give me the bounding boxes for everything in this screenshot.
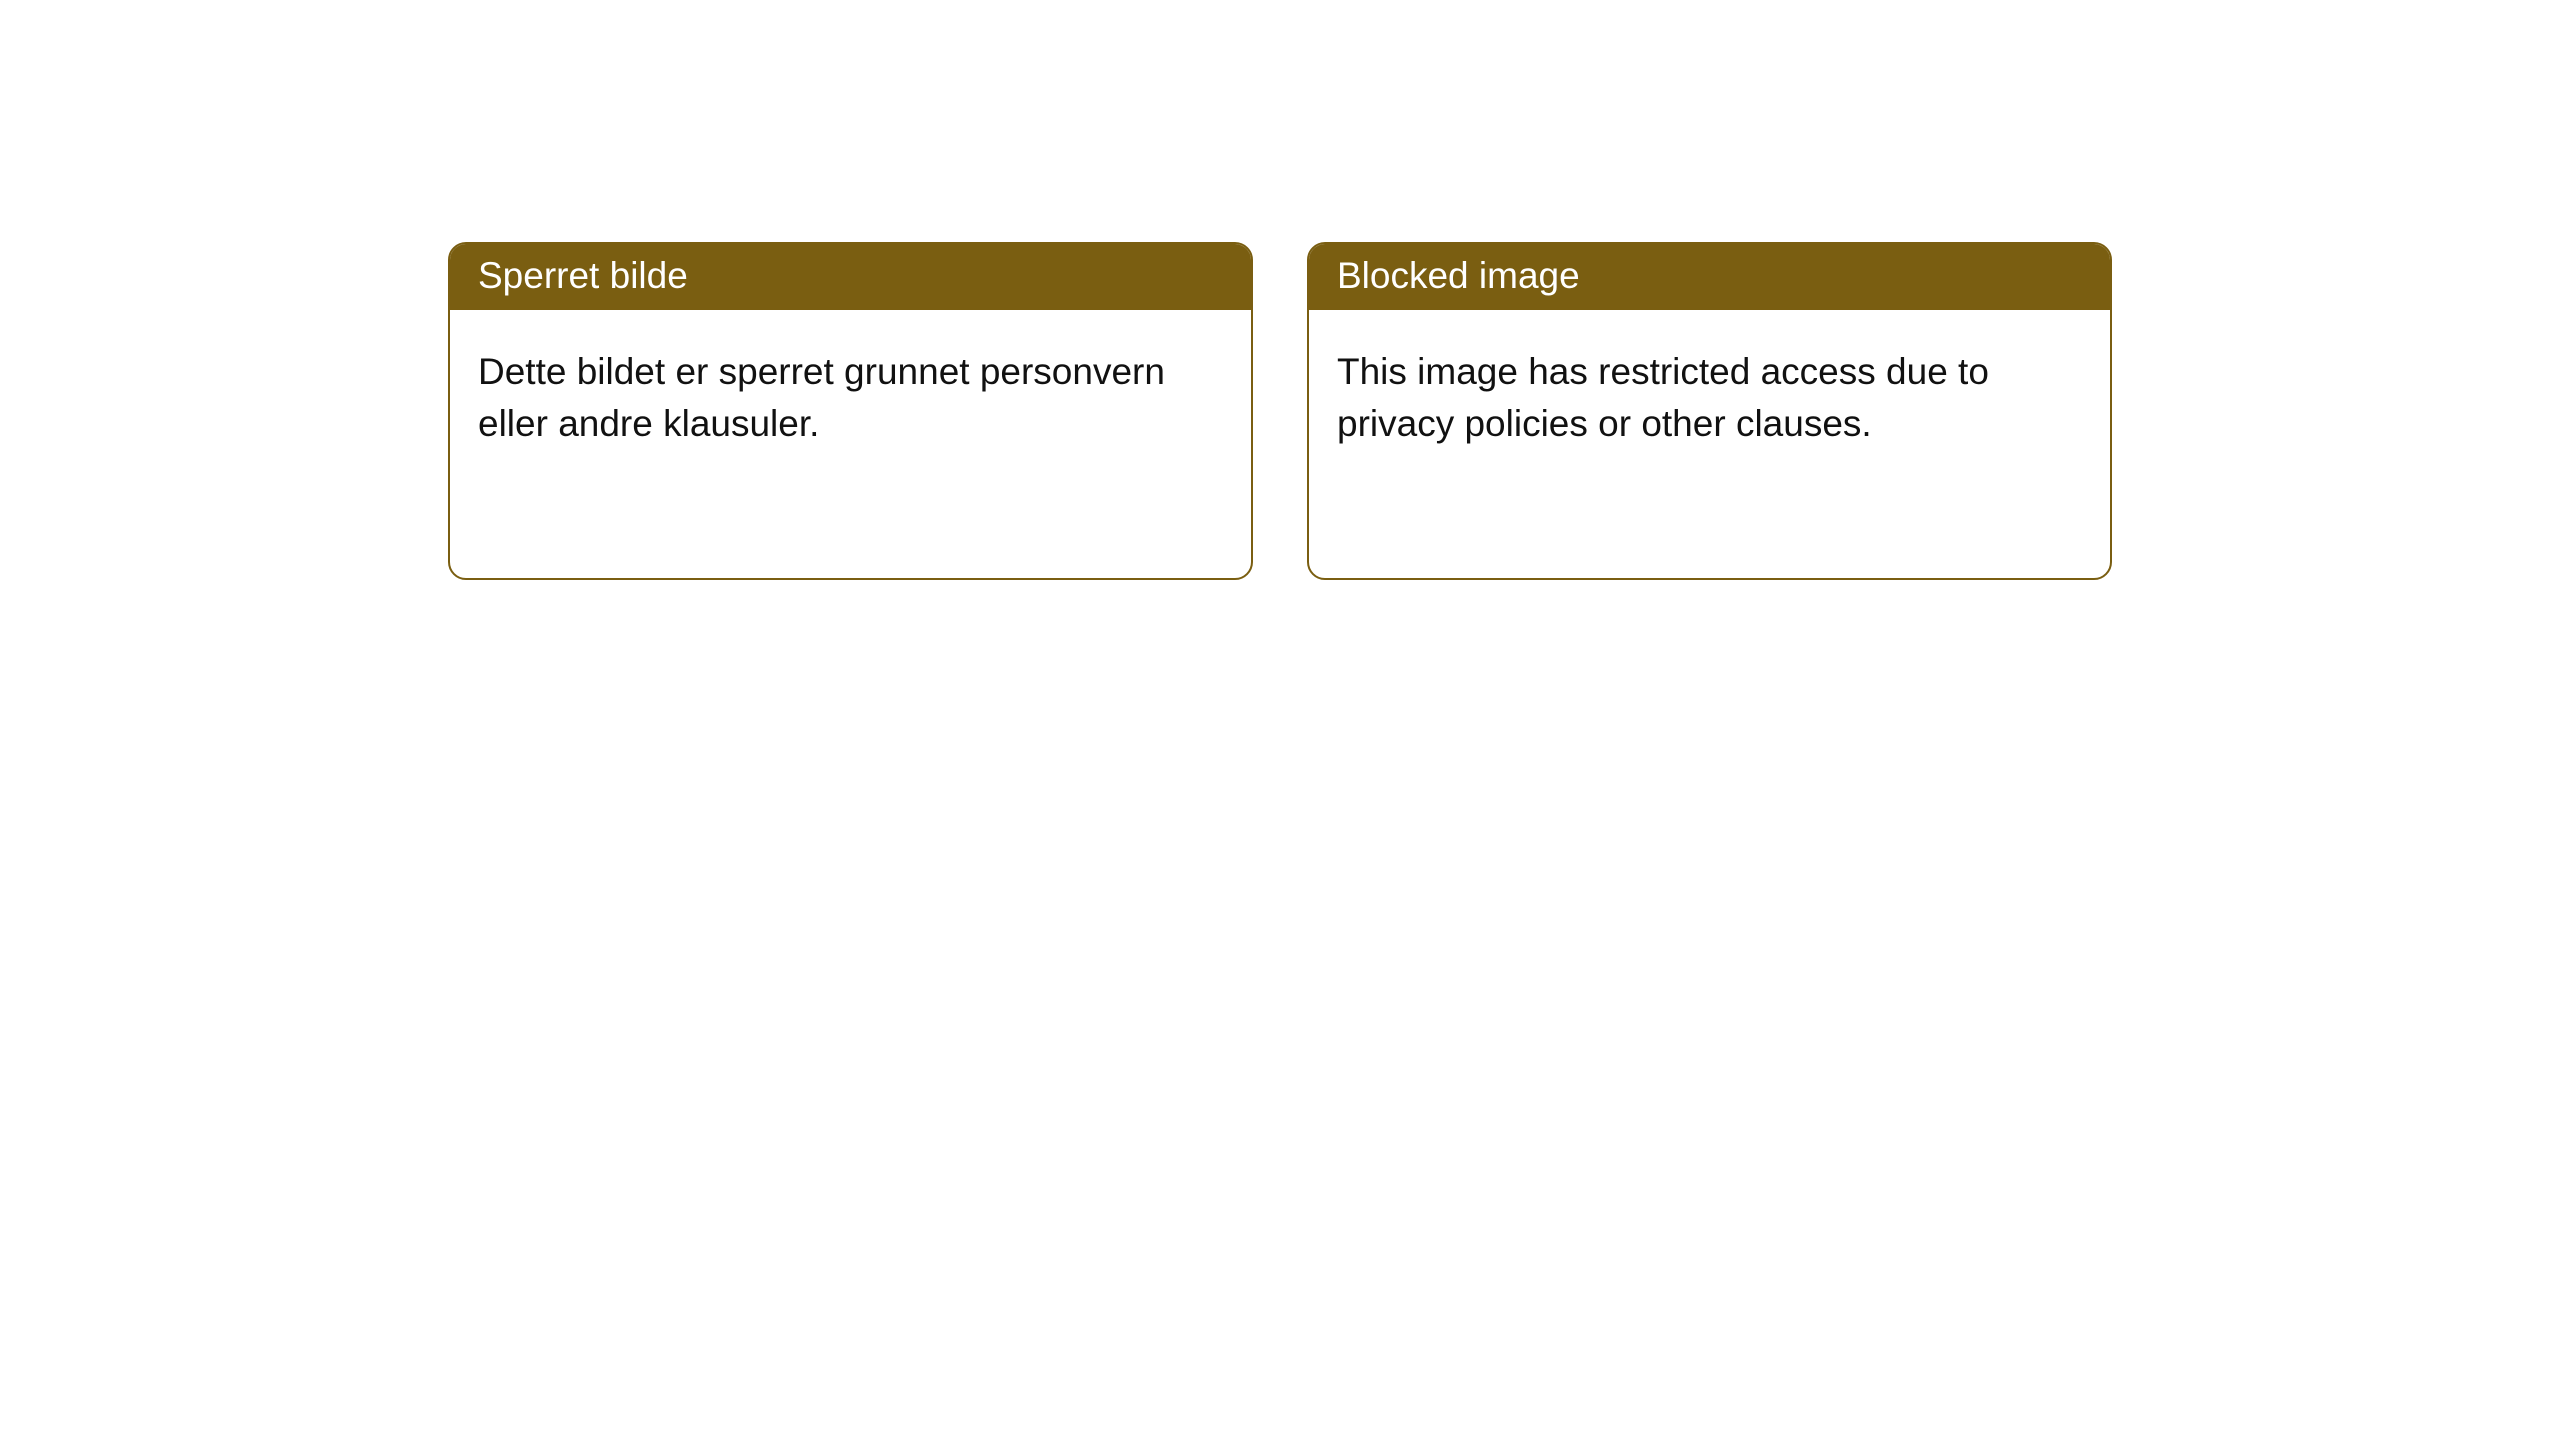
- panel-header: Sperret bilde: [450, 244, 1251, 310]
- blocked-image-panel-en: Blocked image This image has restricted …: [1307, 242, 2112, 580]
- notice-container: Sperret bilde Dette bildet er sperret gr…: [0, 0, 2560, 580]
- panel-body-text: Dette bildet er sperret grunnet personve…: [450, 310, 1251, 478]
- panel-header: Blocked image: [1309, 244, 2110, 310]
- blocked-image-panel-no: Sperret bilde Dette bildet er sperret gr…: [448, 242, 1253, 580]
- panel-body-text: This image has restricted access due to …: [1309, 310, 2110, 478]
